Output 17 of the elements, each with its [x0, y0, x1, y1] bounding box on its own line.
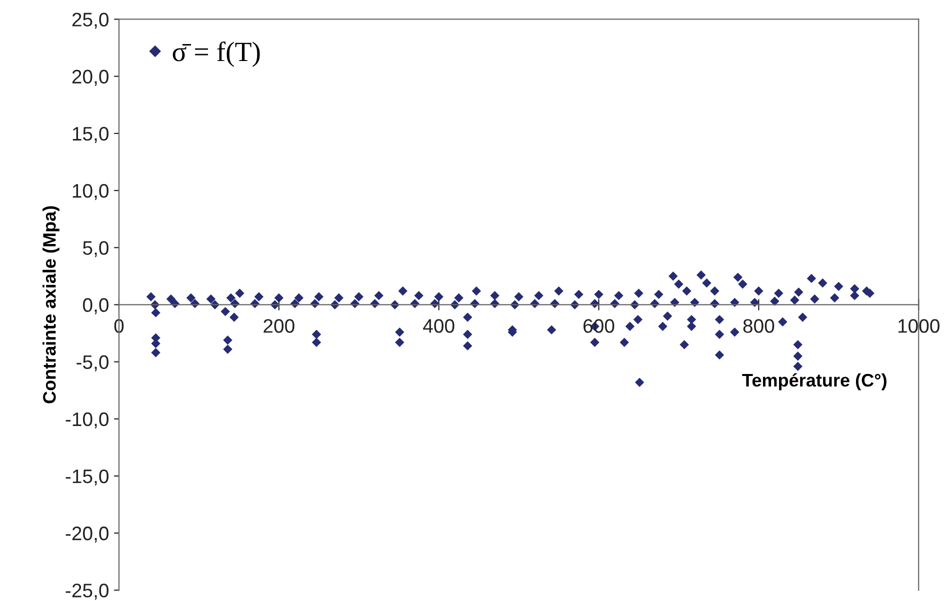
y-tick-label: 5,0 — [83, 241, 108, 258]
y-tick-label: 25,0 — [72, 12, 108, 29]
legend-label: σ̄ = f(T) — [172, 41, 260, 67]
y-axis-title: Contrainte axiale (Mpa) — [42, 206, 60, 404]
x-tick-label: 800 — [743, 319, 774, 333]
y-tick-label: -25,0 — [66, 584, 108, 600]
y-tick-label: -20,0 — [66, 526, 108, 543]
x-tick-label: 200 — [264, 319, 294, 333]
x-axis-title: Température (C°) — [742, 373, 886, 390]
y-tick-label: 0,0 — [82, 298, 108, 314]
x-tick-label: 400 — [423, 319, 454, 333]
y-tick-label: -15,0 — [66, 469, 108, 486]
y-tick-label: -5,0 — [76, 355, 108, 372]
y-tick-label: -10,0 — [66, 412, 108, 428]
y-tick-label: 20,0 — [72, 70, 108, 86]
y-tick-label: 10,0 — [72, 184, 108, 200]
y-tick-label: 15,0 — [72, 126, 108, 143]
